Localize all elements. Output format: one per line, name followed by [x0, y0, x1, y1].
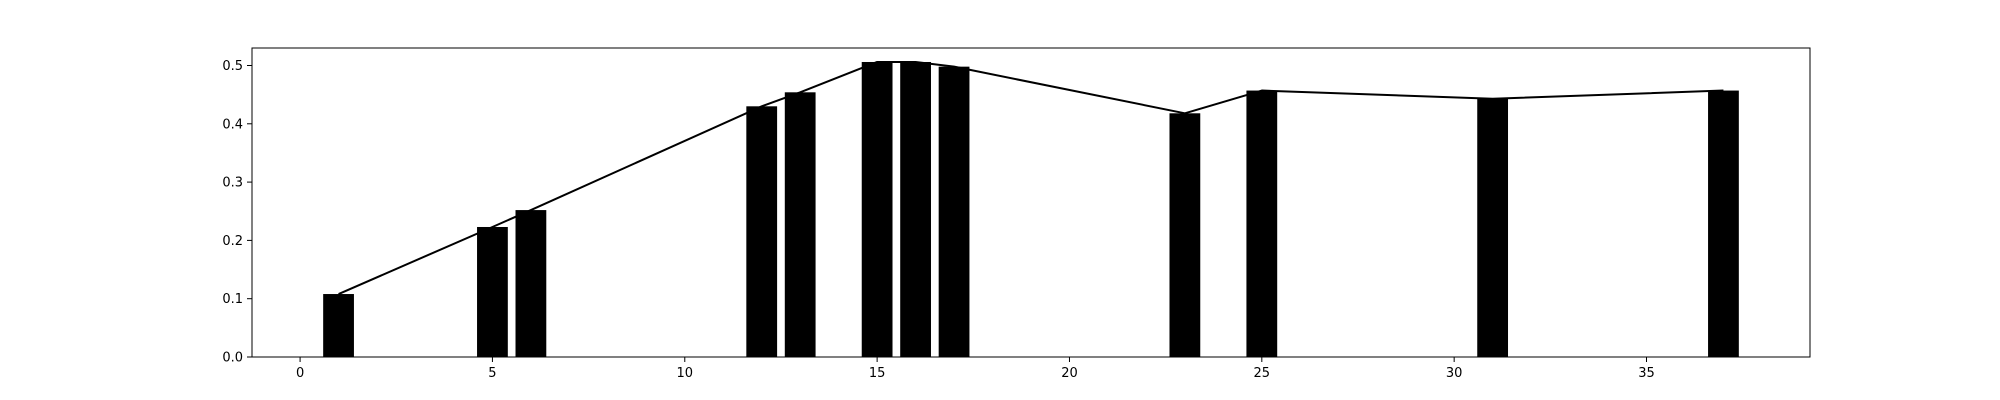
- x-tick-label: 35: [1638, 366, 1655, 381]
- y-tick-label: 0.3: [222, 176, 243, 191]
- bar: [1477, 98, 1509, 357]
- y-tick-label: 0.5: [222, 59, 243, 74]
- bar: [746, 106, 778, 358]
- y-tick-label: 0.2: [222, 234, 243, 249]
- bar: [784, 92, 816, 357]
- bar: [938, 66, 970, 357]
- line-series-group: [338, 60, 1724, 295]
- bar: [515, 210, 547, 357]
- x-tick-label: 20: [1061, 366, 1078, 381]
- plot-frame: [251, 47, 1811, 358]
- bar: [323, 294, 354, 357]
- y-tick-label: 0.0: [222, 351, 243, 366]
- x-axis: 0 5 10 15 20 25 30 35: [296, 357, 1655, 381]
- bar: [900, 61, 931, 357]
- y-tick-label: 0.1: [222, 292, 243, 307]
- x-tick-label: 15: [869, 366, 886, 381]
- x-tick-label: 25: [1254, 366, 1271, 381]
- y-tick-label: 0.4: [222, 117, 243, 132]
- x-tick-label: 30: [1446, 366, 1463, 381]
- x-tick-label: 10: [677, 366, 694, 381]
- y-axis: 0.0 0.1 0.2 0.3 0.4 0.5: [222, 59, 252, 366]
- bar: [1246, 90, 1278, 358]
- bar: [861, 61, 893, 357]
- bars-group: [323, 61, 1739, 358]
- x-tick-label: 5: [488, 366, 496, 381]
- x-tick-label: 0: [296, 366, 304, 381]
- bar: [477, 226, 508, 357]
- bar: [1169, 113, 1201, 357]
- bar: [1708, 90, 1739, 358]
- line-series: [338, 60, 1724, 295]
